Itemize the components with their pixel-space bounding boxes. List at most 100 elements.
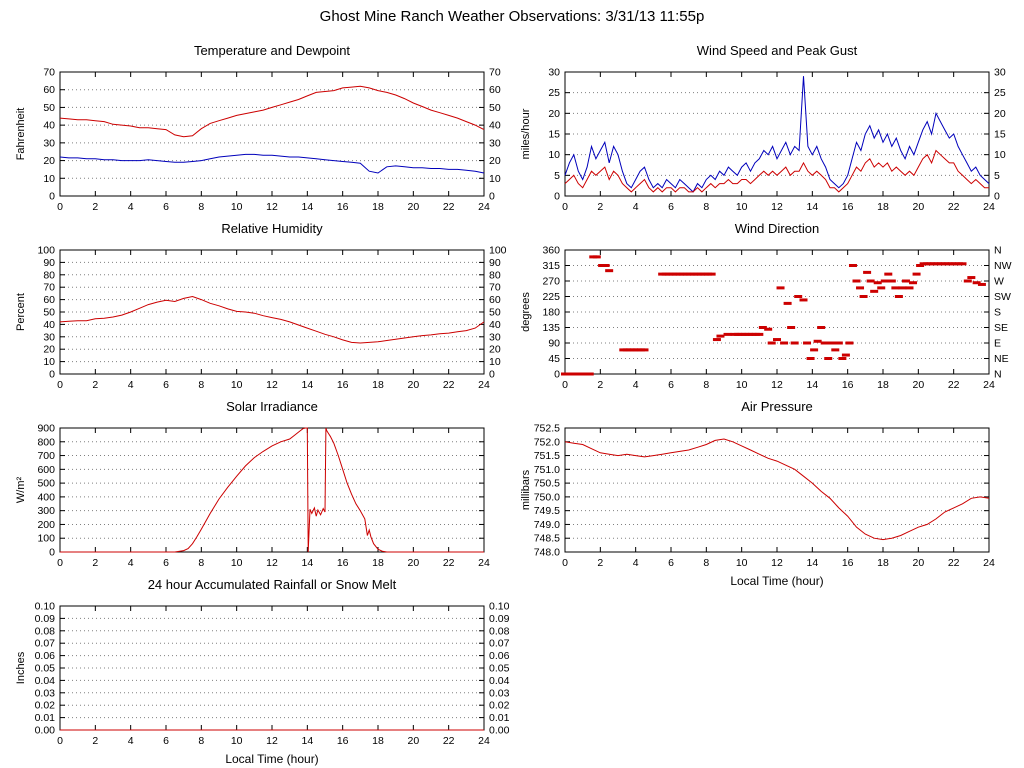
svg-text:18: 18 bbox=[372, 557, 384, 569]
svg-text:0.07: 0.07 bbox=[35, 638, 56, 650]
svg-text:22: 22 bbox=[443, 379, 455, 391]
svg-text:500: 500 bbox=[37, 478, 55, 490]
svg-text:16: 16 bbox=[337, 201, 349, 213]
svg-text:50: 50 bbox=[43, 307, 55, 319]
svg-text:0: 0 bbox=[49, 369, 55, 381]
svg-text:24: 24 bbox=[478, 557, 490, 569]
svg-text:6: 6 bbox=[668, 557, 674, 569]
svg-text:2: 2 bbox=[597, 379, 603, 391]
svg-text:8: 8 bbox=[703, 557, 709, 569]
svg-text:14: 14 bbox=[806, 557, 818, 569]
svg-text:360: 360 bbox=[542, 245, 560, 257]
svg-text:80: 80 bbox=[489, 269, 501, 281]
svg-text:0.03: 0.03 bbox=[489, 687, 510, 699]
svg-text:4: 4 bbox=[633, 201, 639, 213]
svg-text:0.07: 0.07 bbox=[489, 638, 510, 650]
svg-text:10: 10 bbox=[736, 557, 748, 569]
svg-text:22: 22 bbox=[443, 735, 455, 747]
svg-text:6: 6 bbox=[163, 557, 169, 569]
chart-rainfall: 24 hour Accumulated Rainfall or Snow Mel… bbox=[12, 574, 512, 768]
svg-text:80: 80 bbox=[43, 269, 55, 281]
svg-text:2: 2 bbox=[597, 557, 603, 569]
svg-text:0: 0 bbox=[49, 547, 55, 559]
svg-text:0.08: 0.08 bbox=[35, 625, 56, 637]
svg-text:SE: SE bbox=[994, 322, 1008, 334]
svg-text:0.08: 0.08 bbox=[489, 625, 510, 637]
svg-text:22: 22 bbox=[948, 201, 960, 213]
svg-text:10: 10 bbox=[994, 149, 1006, 161]
chart-title: Air Pressure bbox=[741, 399, 813, 414]
svg-text:749.5: 749.5 bbox=[534, 505, 560, 517]
svg-text:70: 70 bbox=[43, 67, 55, 79]
svg-text:24: 24 bbox=[478, 379, 490, 391]
svg-text:12: 12 bbox=[266, 557, 278, 569]
svg-text:14: 14 bbox=[806, 201, 818, 213]
svg-text:0: 0 bbox=[562, 557, 568, 569]
svg-text:752.5: 752.5 bbox=[534, 423, 560, 435]
svg-text:Local Time (hour): Local Time (hour) bbox=[225, 752, 318, 766]
svg-text:0: 0 bbox=[554, 369, 560, 381]
chart-wind-direction: Wind Direction 0 N 45 NE 90 E 135 SE 180 S 225 SW 27… bbox=[517, 218, 1017, 400]
svg-text:15: 15 bbox=[548, 129, 560, 141]
svg-text:100: 100 bbox=[37, 533, 55, 545]
svg-text:6: 6 bbox=[163, 379, 169, 391]
svg-text:180: 180 bbox=[542, 307, 560, 319]
svg-text:8: 8 bbox=[703, 201, 709, 213]
svg-text:14: 14 bbox=[301, 557, 313, 569]
svg-text:70: 70 bbox=[489, 67, 501, 79]
svg-text:10: 10 bbox=[489, 173, 501, 185]
svg-text:20: 20 bbox=[407, 735, 419, 747]
svg-text:30: 30 bbox=[548, 67, 560, 79]
svg-text:0: 0 bbox=[489, 191, 495, 203]
svg-text:24: 24 bbox=[983, 201, 995, 213]
svg-text:30: 30 bbox=[489, 331, 501, 343]
svg-text:0: 0 bbox=[554, 191, 560, 203]
svg-text:14: 14 bbox=[301, 201, 313, 213]
chart-title: Relative Humidity bbox=[221, 221, 323, 236]
svg-text:10: 10 bbox=[231, 379, 243, 391]
svg-text:100: 100 bbox=[37, 245, 55, 257]
svg-text:NW: NW bbox=[994, 260, 1012, 272]
svg-text:10: 10 bbox=[231, 735, 243, 747]
svg-text:70: 70 bbox=[43, 282, 55, 294]
svg-text:50: 50 bbox=[43, 102, 55, 114]
svg-text:24: 24 bbox=[478, 201, 490, 213]
svg-text:90: 90 bbox=[548, 338, 560, 350]
svg-text:14: 14 bbox=[806, 379, 818, 391]
svg-text:0.09: 0.09 bbox=[35, 613, 56, 625]
svg-text:0.04: 0.04 bbox=[35, 675, 56, 687]
svg-text:750.0: 750.0 bbox=[534, 491, 560, 503]
svg-text:4: 4 bbox=[128, 557, 134, 569]
svg-text:N: N bbox=[994, 369, 1002, 381]
svg-text:Local Time (hour): Local Time (hour) bbox=[730, 574, 823, 588]
svg-text:24: 24 bbox=[983, 557, 995, 569]
svg-text:0.06: 0.06 bbox=[489, 650, 510, 662]
svg-text:18: 18 bbox=[877, 557, 889, 569]
chart-solar-irradiance: Solar Irradiance 0 100 200 300 400 500 600 700 8… bbox=[12, 396, 512, 578]
svg-text:70: 70 bbox=[489, 282, 501, 294]
svg-text:22: 22 bbox=[443, 201, 455, 213]
svg-text:16: 16 bbox=[337, 557, 349, 569]
svg-text:0: 0 bbox=[489, 369, 495, 381]
svg-text:16: 16 bbox=[842, 557, 854, 569]
svg-text:5: 5 bbox=[994, 170, 1000, 182]
svg-text:16: 16 bbox=[337, 735, 349, 747]
svg-text:0.00: 0.00 bbox=[489, 725, 510, 737]
chart-wind-speed-gust: Wind Speed and Peak Gust 0 0 5 5 10 10 15 15 20 2… bbox=[517, 40, 1017, 222]
svg-text:10: 10 bbox=[489, 356, 501, 368]
svg-text:0: 0 bbox=[57, 557, 63, 569]
svg-text:30: 30 bbox=[43, 137, 55, 149]
svg-text:600: 600 bbox=[37, 464, 55, 476]
svg-text:22: 22 bbox=[443, 557, 455, 569]
svg-text:Fahrenheit: Fahrenheit bbox=[15, 108, 27, 161]
svg-text:0.09: 0.09 bbox=[489, 613, 510, 625]
svg-text:0.00: 0.00 bbox=[35, 725, 56, 737]
chart-title: 24 hour Accumulated Rainfall or Snow Mel… bbox=[147, 577, 397, 592]
svg-text:10: 10 bbox=[736, 379, 748, 391]
svg-text:0.02: 0.02 bbox=[489, 700, 510, 712]
svg-text:0.01: 0.01 bbox=[35, 712, 56, 724]
svg-text:752.0: 752.0 bbox=[534, 436, 560, 448]
chart-temperature-dewpoint: Temperature and Dewpoint 0 0 10 10 20 20 30 30 4… bbox=[12, 40, 512, 222]
